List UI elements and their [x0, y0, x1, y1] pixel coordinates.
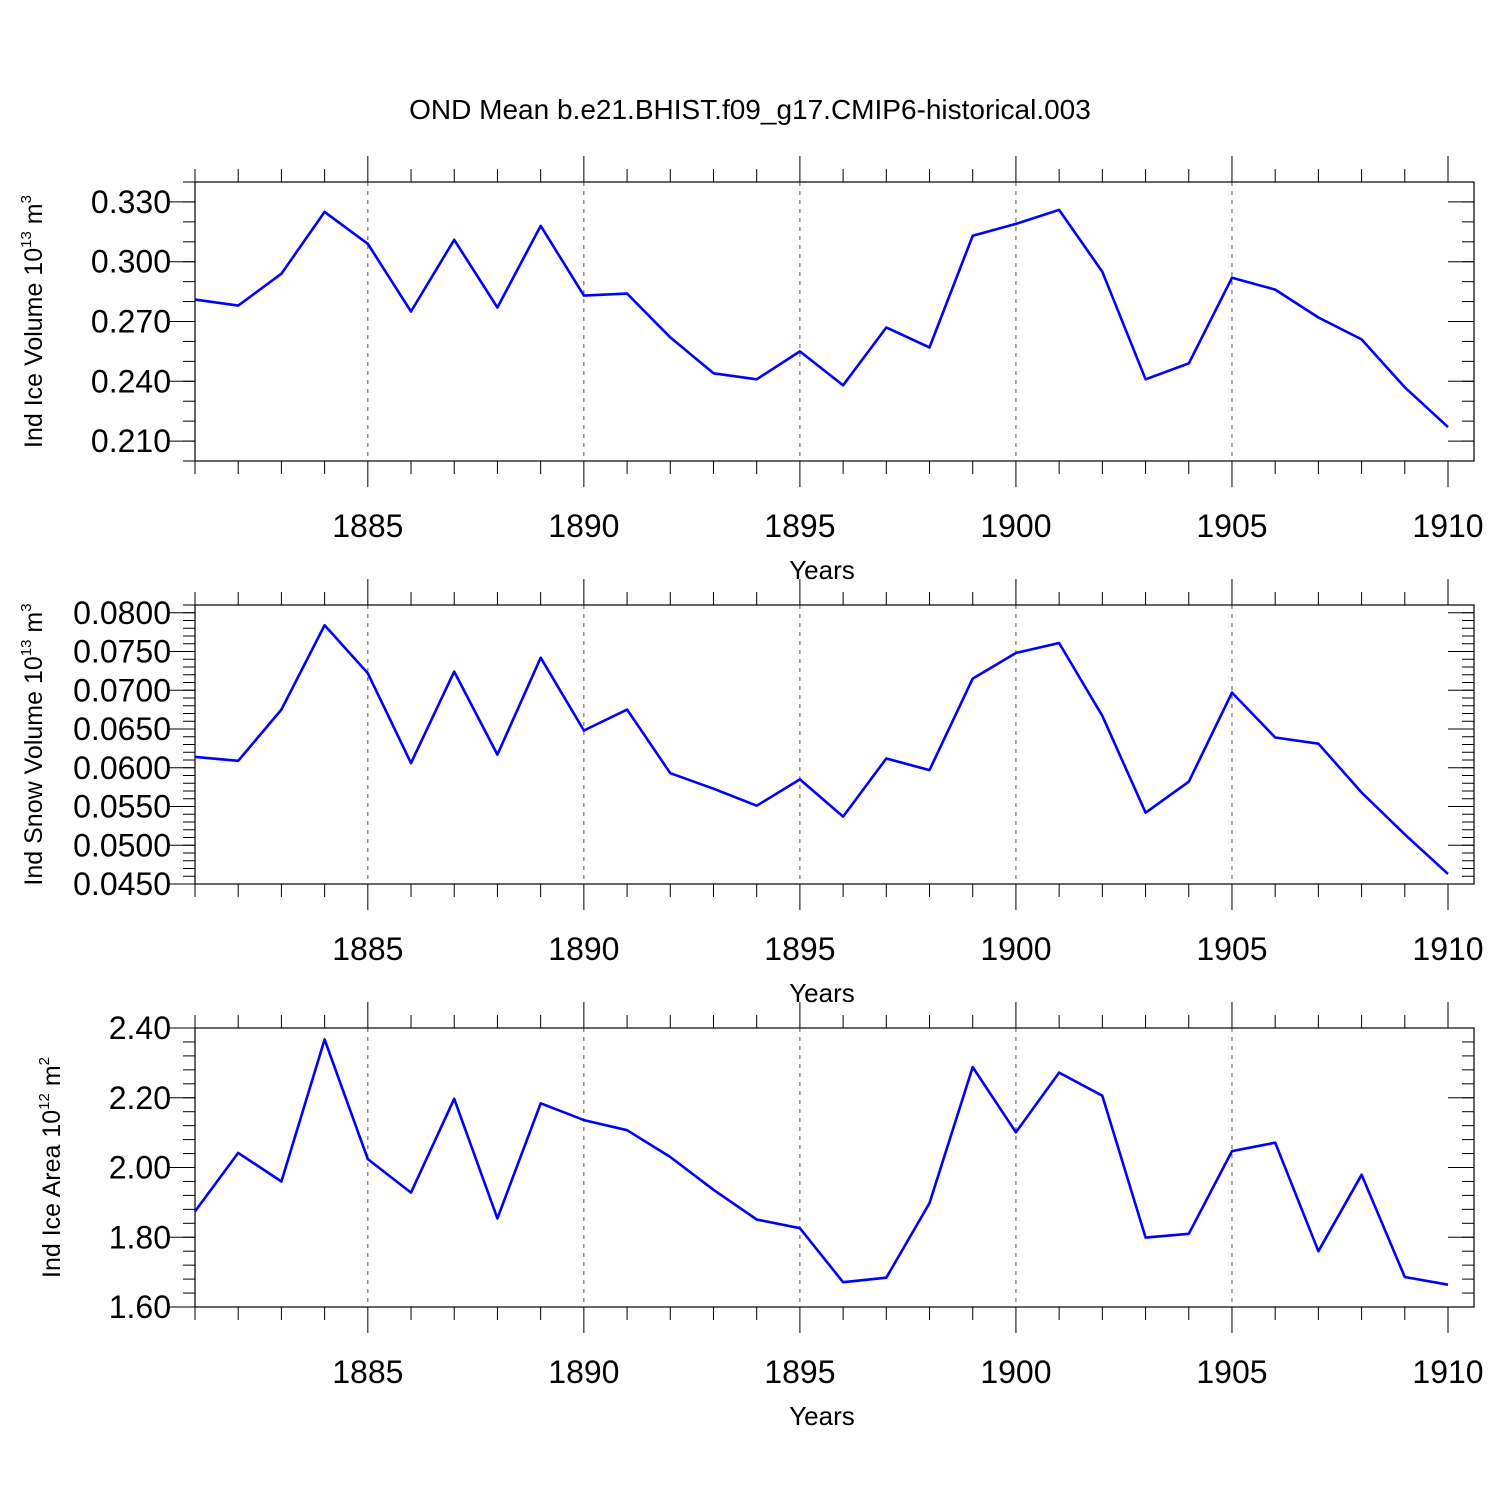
- x-tick-label: 1890: [548, 931, 619, 967]
- chart-title: OND Mean b.e21.BHIST.f09_g17.CMIP6-histo…: [409, 94, 1091, 125]
- data-series-line: [193, 1038, 1449, 1286]
- x-tick-label: 1905: [1196, 1354, 1267, 1390]
- x-tick-label: 1905: [1196, 931, 1267, 967]
- x-tick-label: 1885: [332, 1354, 403, 1390]
- x-tick-label: 1885: [332, 508, 403, 544]
- x-tick-label: 1900: [980, 931, 1051, 967]
- x-tick-label: 1895: [764, 931, 835, 967]
- y-tick-label: 0.0500: [73, 827, 171, 863]
- chart-panel-2: 0.08000.07500.07000.06500.06000.05500.05…: [18, 579, 1484, 1008]
- y-tick-label: 0.240: [91, 363, 171, 399]
- x-tick-label: 1895: [764, 508, 835, 544]
- x-axis-label: Years: [789, 978, 855, 1008]
- plot-frame: [194, 1027, 1475, 1308]
- y-axis-label: Ind Ice Volume 1013 m3: [18, 195, 48, 448]
- y-tick-label: 0.0600: [73, 750, 171, 786]
- x-axis-label: Years: [789, 555, 855, 585]
- y-axis-label: Ind Snow Volume 1013 m3: [18, 603, 48, 885]
- x-tick-label: 1900: [980, 508, 1051, 544]
- x-axis-label: Years: [789, 1401, 855, 1431]
- data-series-line: [194, 623, 1449, 875]
- x-tick-label: 1905: [1196, 508, 1267, 544]
- y-tick-label: 0.0800: [73, 595, 171, 631]
- y-tick-label: 0.0700: [73, 672, 171, 708]
- y-tick-label: 0.210: [91, 423, 171, 459]
- x-tick-label: 1890: [548, 508, 619, 544]
- x-tick-label: 1890: [548, 1354, 619, 1390]
- data-series-line: [194, 208, 1449, 429]
- y-tick-label: 2.40: [109, 1010, 171, 1046]
- y-tick-label: 0.0450: [73, 866, 171, 902]
- y-tick-label: 2.00: [109, 1150, 171, 1186]
- y-axis-label: Ind Ice Area 1012 m2: [36, 1057, 66, 1278]
- y-tick-label: 2.20: [109, 1080, 171, 1116]
- x-tick-label: 1910: [1412, 1354, 1483, 1390]
- y-tick-label: 0.0550: [73, 789, 171, 825]
- chart-panel-1: 0.330 0.300 0.270 0.240 0.210 1885 1890 1895 190…: [18, 156, 1484, 585]
- y-tick-label: 0.0750: [73, 634, 171, 670]
- x-tick-label: 1885: [332, 931, 403, 967]
- y-tick-label: 0.300: [91, 244, 171, 280]
- x-tick-label: 1910: [1412, 508, 1483, 544]
- y-tick-label: 0.270: [91, 304, 171, 340]
- plot-frame: [194, 181, 1475, 462]
- y-tick-label: 0.330: [91, 184, 171, 220]
- x-tick-label: 1895: [764, 1354, 835, 1390]
- y-tick-label: 1.60: [109, 1289, 171, 1325]
- plot-frame: [194, 604, 1475, 885]
- chart-panel-3: 2.40 2.20 2.00 1.80 1.60 1885 1890 1895 1900 1905…: [36, 1002, 1484, 1431]
- x-tick-label: 1910: [1412, 931, 1483, 967]
- y-tick-label: 1.80: [109, 1219, 171, 1255]
- x-tick-label: 1900: [980, 1354, 1051, 1390]
- y-tick-label: 0.0650: [73, 711, 171, 747]
